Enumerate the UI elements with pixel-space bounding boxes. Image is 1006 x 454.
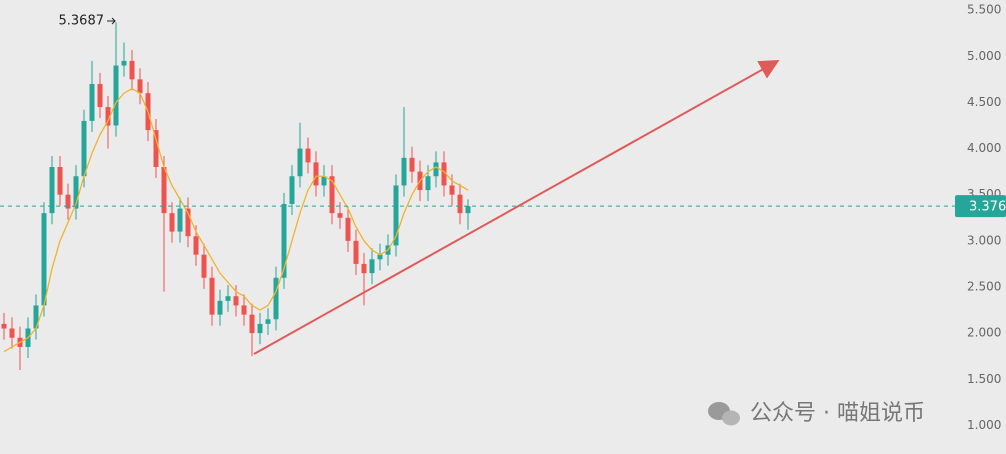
candle-body <box>401 157 407 186</box>
candle-body <box>73 176 79 209</box>
candle-body <box>185 208 191 237</box>
candle-body <box>225 296 231 301</box>
candle-body <box>177 208 183 232</box>
candle-body <box>209 277 215 315</box>
candle-body <box>313 162 319 186</box>
y-tick-label: 4.500 <box>967 95 1001 109</box>
y-tick-label: 2.500 <box>967 279 1001 293</box>
candle-body <box>433 162 439 177</box>
candle-body <box>121 60 127 66</box>
plot-area <box>1 22 471 371</box>
candle-body <box>465 206 471 214</box>
candle-body <box>289 176 295 204</box>
candle-body <box>9 328 15 338</box>
candle-body <box>161 167 167 214</box>
candle-body <box>369 259 375 274</box>
watermark: 公众号 · 喵姐说币 <box>708 401 925 426</box>
candle-body <box>281 203 287 278</box>
candle-body <box>377 254 383 260</box>
candle-body <box>361 263 367 274</box>
wechat-icon <box>722 410 740 426</box>
candle-body <box>201 254 207 278</box>
candle-body <box>273 277 279 320</box>
candle-body <box>321 176 327 186</box>
candle-body <box>297 148 303 177</box>
candle-body <box>1 323 7 329</box>
candle-body <box>257 323 263 334</box>
candle-body <box>441 162 447 186</box>
candle-body <box>105 107 111 126</box>
candle-body <box>233 296 239 306</box>
candle-body <box>137 79 143 94</box>
candle-body <box>457 194 463 214</box>
candle-body <box>169 213 175 232</box>
y-tick-label: 5.500 <box>967 3 1001 17</box>
last-price-label: 3.376 <box>969 200 1006 215</box>
y-tick-label: 1.500 <box>967 372 1001 386</box>
moving-average <box>3 87 469 353</box>
candle-body <box>89 83 95 121</box>
candle-body <box>193 236 199 255</box>
candle-body <box>305 148 311 163</box>
last-price-box <box>955 195 1006 218</box>
candle-body <box>153 130 159 168</box>
candle-body <box>217 300 223 315</box>
candle-body <box>353 240 359 264</box>
trend-line <box>253 60 780 355</box>
y-tick-label: 4.000 <box>967 141 1001 155</box>
candle-body <box>337 213 343 218</box>
y-tick-label: 5.000 <box>967 49 1001 63</box>
candle-body <box>113 65 119 126</box>
candle-body <box>265 319 271 324</box>
candle-body <box>345 217 351 241</box>
candle-body <box>97 83 103 108</box>
candle-body <box>41 213 47 306</box>
candle-body <box>249 314 255 334</box>
candle-body <box>129 60 135 80</box>
candle-body <box>57 167 63 195</box>
candle-body <box>49 167 55 214</box>
watermark-text: 公众号 · 喵姐说币 <box>750 401 925 426</box>
y-tick-label: 1.000 <box>967 418 1001 432</box>
annotation-arrow <box>107 17 116 25</box>
candle-body <box>329 176 335 214</box>
candle-body <box>81 120 87 177</box>
candle-body <box>33 305 39 329</box>
high-annotation: 5.3687 <box>59 14 105 29</box>
candle-body <box>241 305 247 315</box>
y-tick-label: 2.000 <box>967 326 1001 340</box>
candle-body <box>425 176 431 191</box>
candle-body <box>449 185 455 195</box>
candle-body <box>65 194 71 209</box>
candle-body <box>409 157 415 172</box>
y-tick-label: 3.000 <box>967 233 1001 247</box>
candle-body <box>393 185 399 246</box>
